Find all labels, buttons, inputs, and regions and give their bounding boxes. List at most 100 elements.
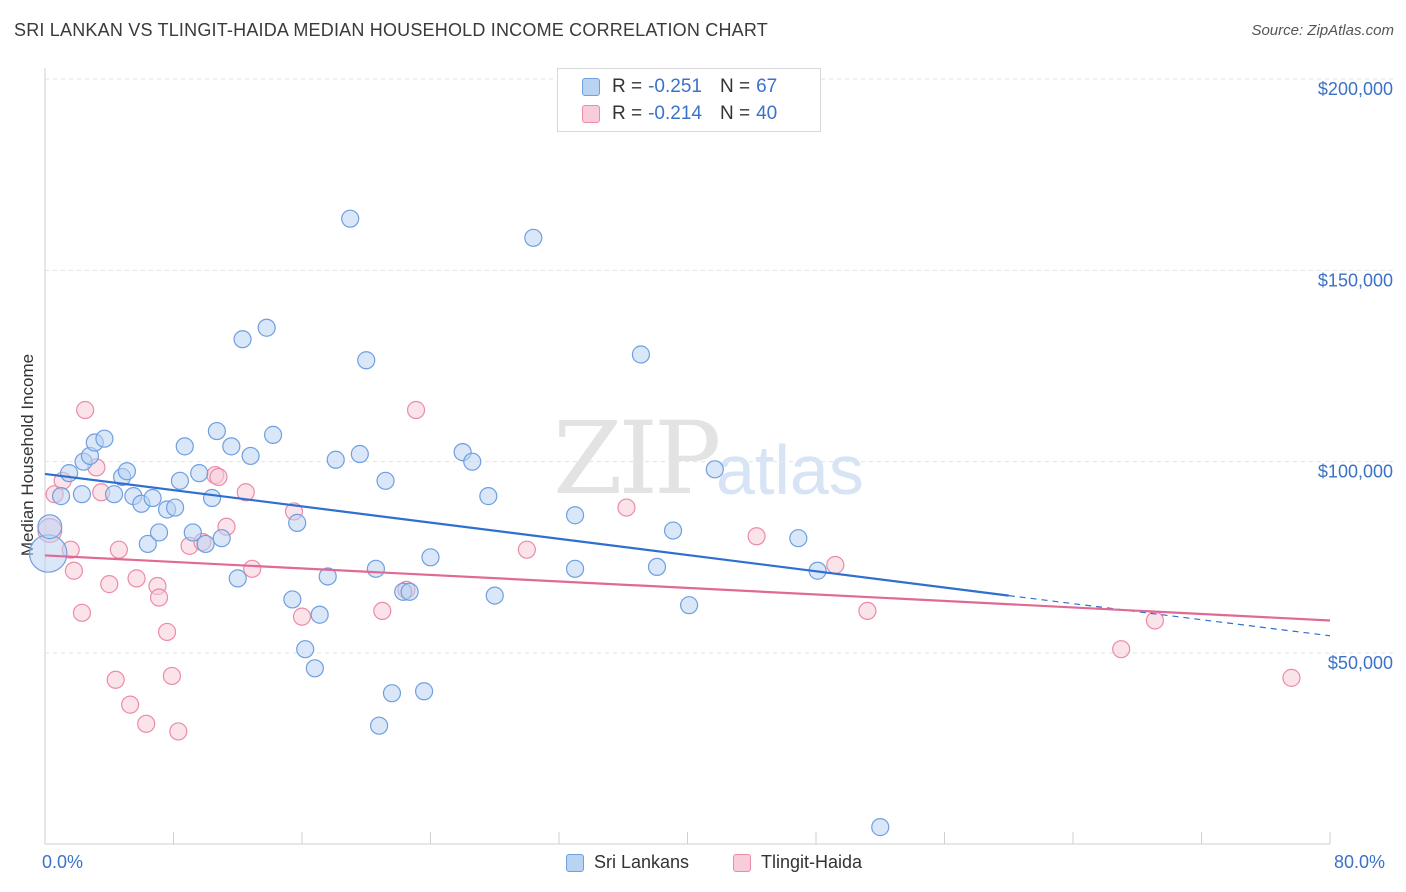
- legend-r-label: R =: [612, 76, 643, 97]
- sri-lankans-point: [382, 684, 402, 703]
- legend-r-label: R =: [612, 103, 643, 124]
- sri-lankans-point: [871, 818, 890, 837]
- sri-lankans-point: [485, 586, 504, 605]
- tlingit-haida-point: [76, 400, 95, 420]
- bottom-legend-label-tlingit-haida: Tlingit-Haida: [761, 852, 863, 872]
- sri-lankans-point: [296, 640, 315, 659]
- tlingit-haida-point: [406, 400, 426, 420]
- sri-lankans-point: [202, 488, 222, 508]
- sri-lankans-trend-extension: [1008, 595, 1331, 637]
- sri-lankans-point: [421, 548, 440, 567]
- sri-lankans-trend-line: [44, 472, 1009, 597]
- y-tick-label: $150,000: [1318, 270, 1393, 290]
- sri-lankans-point: [663, 521, 683, 540]
- tlingit-haida-point: [106, 670, 125, 689]
- legend-row-sri-lankans: R = -0.251 N = 67: [582, 75, 777, 99]
- sri-lankans-point: [104, 485, 124, 504]
- legend-r-value: -0.214: [648, 103, 702, 124]
- y-tick-label: $100,000: [1318, 462, 1393, 482]
- sri-lankans-point: [288, 513, 307, 532]
- sri-lankans-point: [479, 487, 498, 506]
- sri-lankans-point: [117, 462, 137, 481]
- sri-lankans-point: [228, 569, 247, 588]
- legend-r-value: -0.251: [648, 76, 702, 97]
- sri-lankans-point: [183, 523, 202, 542]
- tlingit-haida-point: [162, 666, 181, 686]
- chart-title: SRI LANKAN VS TLINGIT-HAIDA MEDIAN HOUSE…: [14, 20, 768, 40]
- tlingit-haida-point: [373, 601, 392, 621]
- sri-lankans-point: [175, 437, 194, 456]
- sri-lankans-point: [366, 559, 385, 578]
- y-tick-label: $50,000: [1328, 653, 1393, 673]
- sri-lankans-point: [51, 487, 71, 506]
- sri-lankans-point: [376, 471, 395, 490]
- sri-lankans-point: [326, 450, 345, 469]
- sri-lankans-point: [370, 716, 389, 735]
- x-axis-min-label: 0.0%: [42, 852, 84, 872]
- sri-lankans-point: [263, 425, 283, 444]
- sri-lankans-point: [59, 464, 79, 483]
- sri-lankans-point: [350, 444, 369, 464]
- sri-lankans-point: [565, 559, 585, 578]
- sri-lankans-point: [233, 330, 252, 349]
- sri-lankans-point: [196, 534, 215, 554]
- sri-lankans-point: [37, 514, 63, 540]
- legend: R = -0.251 N = 67 R = -0.214 N = 40: [557, 68, 821, 132]
- tlingit-haida-point: [209, 467, 228, 487]
- legend-n-label: N =: [719, 76, 751, 97]
- tlingit-haida-point: [1145, 611, 1165, 630]
- legend-n-value: 40: [756, 103, 778, 124]
- sri-lankans-point: [680, 596, 699, 615]
- tlingit-haida-trend-line: [44, 554, 1331, 622]
- tlingit-haida-point: [826, 555, 845, 575]
- tlingit-haida-point: [747, 527, 766, 546]
- sri-lankans-point: [72, 485, 92, 504]
- tlingit-haida-point: [1282, 668, 1301, 687]
- legend-swatch-sri-lankans: [582, 78, 600, 96]
- bottom-legend-sri-lankans: Sri Lankans: [566, 852, 689, 873]
- tlingit-haida-point: [121, 695, 140, 714]
- tlingit-haida-point: [149, 588, 169, 607]
- tlingit-haida-point: [100, 575, 119, 594]
- sri-lankans-point: [28, 534, 68, 573]
- bottom-legend-tlingit-haida: Tlingit-Haida: [733, 852, 862, 873]
- legend-n-value: 67: [756, 76, 778, 97]
- watermark-zip: ZIP: [553, 400, 721, 517]
- tlingit-haida-point: [1112, 640, 1131, 659]
- sri-lankans-point: [565, 506, 585, 525]
- sri-lankans-point: [631, 345, 651, 364]
- sri-lankans-point: [318, 567, 337, 586]
- y-tick-label: $200,000: [1318, 79, 1393, 99]
- tlingit-haida-point: [169, 722, 188, 741]
- sri-lankans-point: [257, 318, 276, 337]
- sri-lankans-point: [190, 464, 209, 483]
- sri-lankans-point: [647, 557, 667, 577]
- sri-lankans-point: [524, 228, 543, 247]
- tlingit-haida-point: [109, 540, 128, 559]
- sri-lankans-point: [310, 605, 329, 624]
- bottom-legend-label-sri-lankans: Sri Lankans: [594, 852, 690, 872]
- sri-lankans-point: [149, 523, 169, 542]
- x-axis-max-label: 80.0%: [1334, 852, 1386, 872]
- tlingit-haida-point: [157, 622, 177, 642]
- sri-lankans-point: [414, 682, 434, 701]
- source-label: Source: ZipAtlas.com: [1251, 22, 1394, 39]
- tlingit-haida-point: [137, 714, 156, 733]
- tlingit-haida-point: [64, 561, 84, 580]
- sri-lankans-point: [95, 429, 114, 448]
- legend-swatch-tlingit-haida: [582, 105, 600, 123]
- tlingit-haida-point: [292, 607, 312, 626]
- bottom-legend-swatch-sri-lankans: [566, 853, 584, 872]
- tlingit-haida-point: [517, 540, 536, 559]
- tlingit-haida-point: [243, 559, 262, 578]
- sri-lankans-point: [705, 460, 724, 479]
- sri-lankans-point: [138, 534, 157, 554]
- sri-lankans-point: [222, 437, 241, 456]
- legend-n-label: N =: [719, 103, 751, 124]
- sri-lankans-point: [341, 209, 360, 228]
- tlingit-haida-point: [617, 498, 636, 517]
- tlingit-haida-point: [72, 603, 92, 622]
- sri-lankans-point: [170, 471, 190, 490]
- sri-lankans-point: [207, 421, 226, 441]
